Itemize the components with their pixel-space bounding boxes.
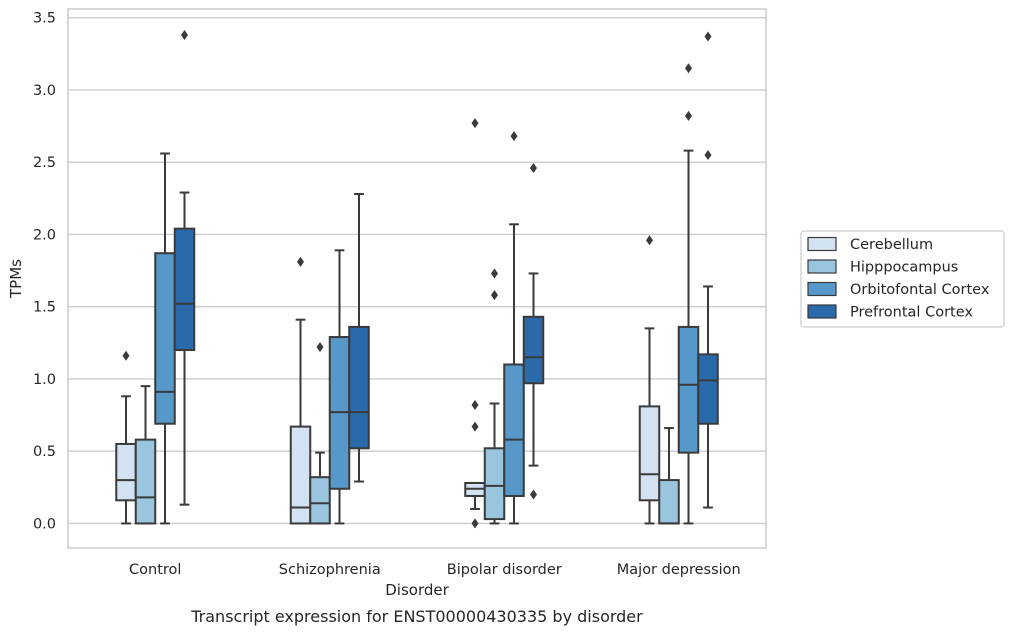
- legend-label: Cerebellum: [850, 237, 933, 253]
- legend-label: Orbitofontal Cortex: [850, 282, 990, 298]
- box-iqr: [658, 479, 680, 525]
- y-tick-label: 3.0: [33, 83, 56, 99]
- y-tick-label: 0.5: [33, 444, 56, 460]
- box-iqr: [697, 353, 719, 425]
- box-iqr: [522, 315, 545, 385]
- outlier-point: [181, 30, 188, 41]
- outlier-point: [704, 149, 712, 160]
- legend: Cerebellum Hipppocampus Orbitofontal Corte…: [800, 230, 1005, 328]
- outlier-point: [471, 399, 479, 410]
- box-prefrontal-cortex-3: [697, 31, 719, 509]
- outlier-point: [685, 63, 692, 74]
- box-hipppocampus-1: [309, 342, 331, 525]
- box-iqr: [115, 442, 137, 502]
- box-iqr: [638, 405, 661, 502]
- box-cerebellum-0: [115, 350, 137, 525]
- legend-swatch: [807, 236, 837, 252]
- box-iqr: [503, 363, 525, 497]
- box-iqr: [289, 425, 312, 525]
- chart-caption: Transcript expression for ENST0000043033…: [190, 607, 643, 626]
- x-tick-label: Control: [129, 562, 181, 578]
- y-tick-label: 2.5: [33, 155, 56, 171]
- x-tick-label: Major depression: [617, 562, 741, 578]
- y-tick-label: 2.0: [33, 227, 56, 243]
- x-tick-label: Bipolar disorder: [447, 562, 562, 578]
- outlier-point: [530, 162, 537, 173]
- y-tick-label: 0.0: [33, 516, 56, 532]
- y-tick-label: 1.0: [33, 372, 56, 388]
- outlier-point: [471, 421, 479, 432]
- box-orbitofontal-cortex-0: [154, 152, 176, 525]
- box-orbitofontal-cortex-3: [677, 63, 700, 525]
- x-axis-ticks: Control Schizophrenia Bipolar disorder Majo…: [129, 562, 741, 578]
- box-prefrontal-cortex-2: [522, 162, 545, 500]
- outlier-point: [471, 518, 479, 529]
- box-prefrontal-cortex-0: [173, 30, 196, 506]
- box-hipppocampus-0: [134, 385, 157, 525]
- legend-swatch: [807, 259, 837, 274]
- outlier-point: [491, 268, 498, 279]
- legend-swatch: [807, 281, 837, 297]
- box-cerebellum-3: [638, 235, 661, 525]
- x-tick-label: Schizophrenia: [279, 562, 381, 578]
- box-iqr: [348, 325, 370, 450]
- y-tick-label: 1.5: [33, 300, 56, 316]
- outlier-point: [471, 118, 479, 129]
- legend-label: Prefrontal Cortex: [850, 305, 973, 321]
- outlier-point: [491, 290, 498, 301]
- legend-label: Hipppocampus: [850, 260, 958, 276]
- box-plots: [115, 30, 719, 529]
- outlier-point: [685, 110, 692, 121]
- box-iqr: [483, 447, 506, 521]
- box-iqr: [154, 252, 176, 425]
- box-orbitofontal-cortex-1: [328, 249, 351, 525]
- plot-frame: [67, 8, 767, 549]
- y-axis-ticks: 0.0 0.5 1.0 1.5 2.0 2.5 3.0 3.5: [33, 11, 56, 533]
- box-iqr: [173, 227, 196, 352]
- box-cerebellum-2: [464, 118, 486, 529]
- x-axis-label: Disorder: [385, 581, 449, 599]
- outlier-point: [316, 342, 324, 353]
- outlier-point: [510, 131, 518, 142]
- outlier-point: [646, 235, 653, 246]
- box-orbitofontal-cortex-2: [503, 131, 525, 525]
- outlier-point: [122, 350, 130, 361]
- box-iqr: [309, 476, 331, 525]
- box-iqr: [134, 438, 157, 525]
- legend-swatch: [807, 304, 837, 319]
- outlier-point: [530, 489, 537, 500]
- box-cerebellum-1: [289, 256, 312, 525]
- y-tick-label: 3.5: [33, 11, 56, 27]
- box-iqr: [677, 325, 700, 454]
- box-hipppocampus-3: [658, 427, 680, 525]
- y-axis-label: TPMs: [7, 259, 25, 299]
- outlier-point: [297, 256, 304, 267]
- outlier-point: [704, 31, 712, 42]
- legend-frame: [800, 230, 1005, 328]
- box-prefrontal-cortex-1: [348, 192, 370, 483]
